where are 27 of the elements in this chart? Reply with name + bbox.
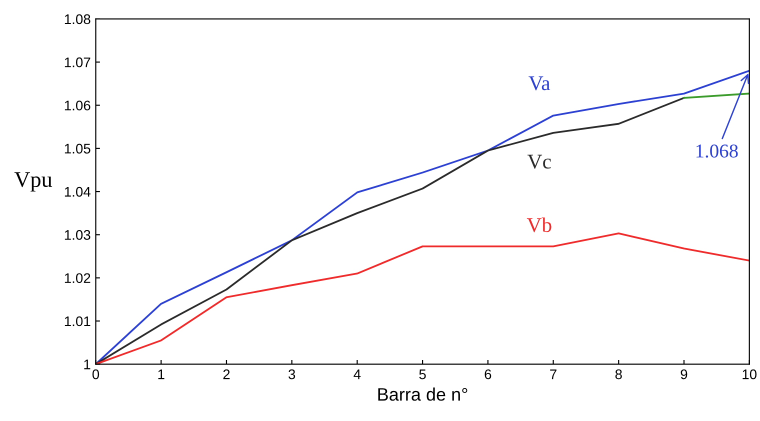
y-tick-label: 1.01 xyxy=(64,316,90,326)
x-tick-label: 3 xyxy=(288,369,296,380)
x-tick-label: 9 xyxy=(680,369,688,380)
x-tick-label: 2 xyxy=(223,369,230,380)
y-tick-label: 1.05 xyxy=(64,144,90,154)
x-axis-title: Barra de n° xyxy=(378,388,468,401)
y-tick-label: 1.03 xyxy=(64,230,90,240)
y-tick-label: 1.07 xyxy=(64,57,90,68)
y-tick-label: 1 xyxy=(84,360,90,370)
y-axis-title: Vpu xyxy=(14,172,52,192)
y-tick-label: 1.06 xyxy=(64,100,90,110)
x-tick-label: 0 xyxy=(92,369,100,380)
y-tick-label: 1.02 xyxy=(64,273,90,284)
x-tick-label: 5 xyxy=(419,370,426,380)
x-tick-label: 1 xyxy=(158,370,164,380)
series-label: Vc xyxy=(527,154,551,169)
series-label: Vb xyxy=(526,217,552,232)
x-tick-label: 8 xyxy=(615,369,622,380)
series-label: Va xyxy=(528,76,550,90)
x-tick-label: 10 xyxy=(742,369,757,380)
y-tick-label: 1.08 xyxy=(64,14,90,24)
line-series xyxy=(96,97,685,364)
x-tick-label: 7 xyxy=(550,370,556,380)
annotation: 1.068 xyxy=(696,144,738,158)
y-tick-label: 1.04 xyxy=(64,186,90,197)
x-tick-label: 4 xyxy=(354,370,361,380)
x-tick-label: 6 xyxy=(484,369,492,380)
